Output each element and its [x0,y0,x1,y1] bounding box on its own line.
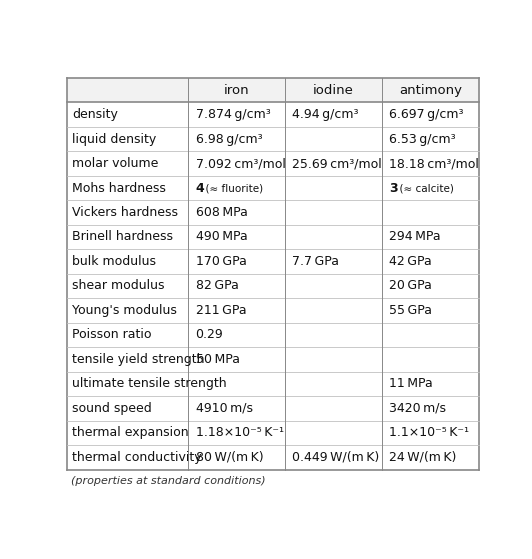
Bar [66,298,479,323]
Text: bulk modulus: bulk modulus [72,255,156,268]
Bar [66,274,479,298]
Text: shear modulus: shear modulus [72,280,164,292]
Text: 490 MPa: 490 MPa [196,230,247,244]
Text: Young's modulus: Young's modulus [72,304,177,317]
Text: thermal expansion: thermal expansion [72,427,188,439]
Bar [66,225,479,249]
Text: Vickers hardness: Vickers hardness [72,206,178,219]
Text: 4: 4 [196,182,204,195]
Text: antimony: antimony [399,84,462,97]
Text: 7.092 cm³/mol: 7.092 cm³/mol [196,157,286,170]
Text: thermal conductivity: thermal conductivity [72,451,202,464]
Bar [66,102,479,127]
Bar [66,445,479,470]
Bar [66,200,479,225]
Text: ultimate tensile strength: ultimate tensile strength [72,377,227,390]
Text: 50 MPa: 50 MPa [196,353,239,366]
Text: tensile yield strength: tensile yield strength [72,353,204,366]
Text: 7.7 GPa: 7.7 GPa [293,255,339,268]
Text: 82 GPa: 82 GPa [196,280,238,292]
Text: 11 MPa: 11 MPa [389,377,433,390]
Text: (≈ fluorite): (≈ fluorite) [199,183,263,193]
Bar [66,347,479,372]
Bar [66,249,479,274]
Text: 80 W/(m K): 80 W/(m K) [196,451,263,464]
Bar [66,372,479,396]
Text: Brinell hardness: Brinell hardness [72,230,173,244]
Text: molar volume: molar volume [72,157,158,170]
Text: 1.1×10⁻⁵ K⁻¹: 1.1×10⁻⁵ K⁻¹ [389,427,469,439]
Text: 608 MPa: 608 MPa [196,206,247,219]
Text: 24 W/(m K): 24 W/(m K) [389,451,456,464]
Text: 4910 m/s: 4910 m/s [196,402,253,415]
Text: 3: 3 [389,182,398,195]
Bar [66,420,479,445]
Text: 55 GPa: 55 GPa [389,304,433,317]
Text: 6.697 g/cm³: 6.697 g/cm³ [389,108,464,121]
Bar [66,323,479,347]
Text: 294 MPa: 294 MPa [389,230,441,244]
Text: liquid density: liquid density [72,132,156,145]
Text: (≈ calcite): (≈ calcite) [393,183,453,193]
Text: 42 GPa: 42 GPa [389,255,432,268]
Text: 0.29: 0.29 [196,328,223,342]
Bar [66,127,479,151]
Text: 6.53 g/cm³: 6.53 g/cm³ [389,132,456,145]
Text: density: density [72,108,118,121]
Text: 3420 m/s: 3420 m/s [389,402,446,415]
Text: 211 GPa: 211 GPa [196,304,246,317]
Text: 20 GPa: 20 GPa [389,280,432,292]
Text: iodine: iodine [313,84,354,97]
Bar [66,176,479,200]
Text: 1.18×10⁻⁵ K⁻¹: 1.18×10⁻⁵ K⁻¹ [196,427,284,439]
Bar [66,78,479,102]
Text: (properties at standard conditions): (properties at standard conditions) [71,476,265,486]
Text: 25.69 cm³/mol: 25.69 cm³/mol [293,157,382,170]
Bar [66,396,479,420]
Text: 4.94 g/cm³: 4.94 g/cm³ [293,108,359,121]
Text: Mohs hardness: Mohs hardness [72,182,166,195]
Text: iron: iron [224,84,250,97]
Text: Poisson ratio: Poisson ratio [72,328,152,342]
Text: 0.449 W/(m K): 0.449 W/(m K) [293,451,380,464]
Text: 6.98 g/cm³: 6.98 g/cm³ [196,132,262,145]
Text: 170 GPa: 170 GPa [196,255,246,268]
Bar [66,151,479,176]
Text: sound speed: sound speed [72,402,152,415]
Text: 18.18 cm³/mol: 18.18 cm³/mol [389,157,479,170]
Text: 7.874 g/cm³: 7.874 g/cm³ [196,108,270,121]
